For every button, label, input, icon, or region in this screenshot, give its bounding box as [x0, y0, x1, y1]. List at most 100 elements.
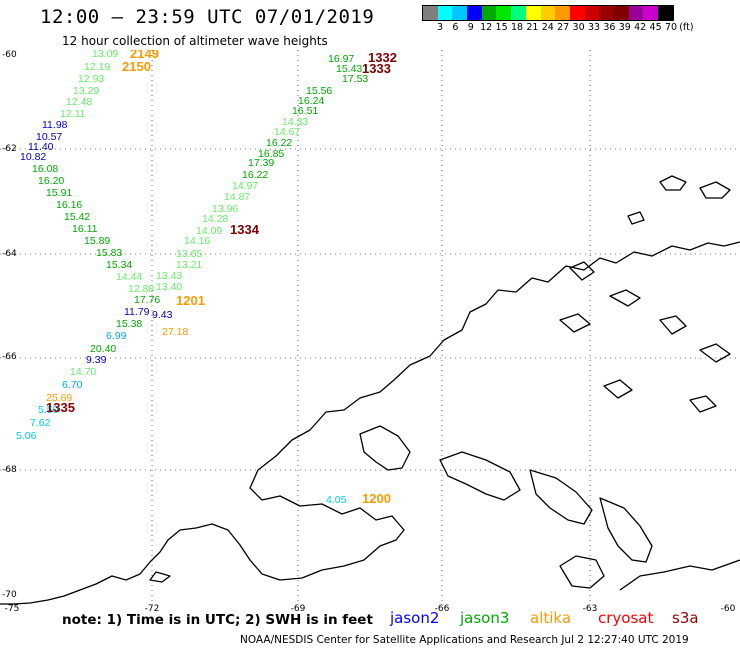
swh-label: 13.21 [176, 259, 202, 271]
swh-label: 14.09 [196, 225, 222, 237]
swh-label: 13.40 [156, 281, 182, 293]
swh-label: 15.38 [116, 318, 142, 330]
longitude-label: -60 [720, 604, 736, 614]
legend-swatch [613, 6, 629, 20]
swh-label: 16.16 [56, 199, 82, 211]
legend-swatch [525, 6, 541, 20]
latitude-label: -62 [2, 144, 17, 154]
latitude-label: -66 [2, 352, 17, 362]
longitude-label: -69 [290, 604, 306, 614]
color-scale-legend [422, 5, 674, 21]
legend-label: (ft) [679, 22, 694, 33]
swh-label: 13.43 [156, 270, 182, 282]
swh-label: 7.62 [30, 417, 51, 429]
longitude-label: -75 [4, 604, 20, 614]
swh-label: 14.44 [116, 271, 142, 283]
swh-label: 16.51 [292, 105, 318, 117]
legend-label: 9 [467, 22, 474, 33]
swh-label: 25.69 [46, 392, 72, 404]
legend-swatch [628, 6, 644, 20]
legend-label: 18 [510, 22, 524, 33]
swh-label: 13.96 [212, 203, 238, 215]
legend-label: 12 [480, 22, 493, 33]
swh-label: 14.28 [202, 213, 228, 225]
swh-label: 17.39 [248, 157, 274, 169]
legend-swatch [643, 6, 658, 20]
legend-swatch [452, 6, 468, 20]
legend-label: 27 [557, 22, 570, 33]
legend-label: 36 [603, 22, 616, 33]
swh-label: 6.99 [106, 330, 127, 342]
swh-label: 9.39 [86, 354, 107, 366]
credit-line: NOAA/NESDIS Center for Satellite Applica… [240, 634, 689, 646]
swh-label: 12.93 [78, 73, 104, 85]
swh-label: 4.05 [326, 494, 347, 506]
pass-time-label: 1334 [230, 222, 260, 237]
swh-label: 5.06 [16, 430, 37, 442]
swh-label: 16.24 [298, 95, 324, 107]
swh-label: 17.53 [342, 73, 368, 85]
legend-label: 6 [452, 22, 459, 33]
swh-label: 15.43 [336, 63, 362, 75]
swh-label: 16.20 [38, 175, 64, 187]
swh-label: 17.76 [134, 294, 160, 306]
swh-label: 14.67 [274, 126, 300, 138]
swh-label: 9.43 [152, 309, 173, 321]
swh-label: 12.11 [60, 108, 86, 120]
footer-note: note: 1) Time is in UTC; 2) SWH is in fe… [62, 612, 373, 628]
legend-label: 33 [587, 22, 601, 33]
altimeter-map: 13.0912.1912.9313.2912.4812.1111.9810.57… [0, 50, 740, 605]
legend-label: 3 [436, 22, 444, 33]
swh-label: 13.65 [176, 248, 202, 260]
legend-swatch [599, 6, 614, 20]
legend-label: 30 [572, 22, 585, 33]
legend-swatch [437, 6, 453, 20]
swh-label: 10.57 [36, 131, 62, 143]
satellite-legend-s3a: s3a [672, 609, 699, 627]
swh-label: 20.40 [90, 343, 116, 355]
swh-label: 15.34 [106, 259, 132, 271]
swh-label: 12.48 [66, 96, 92, 108]
map-title: 12:00 – 23:59 UTC 07/01/2019 [40, 6, 375, 28]
swh-label: 12.19 [84, 61, 110, 73]
legend-label: 45 [649, 22, 662, 33]
swh-label: 14.97 [232, 180, 258, 192]
pass-time-label: 1333 [362, 61, 391, 76]
legend-swatch [555, 6, 570, 20]
legend-swatch [658, 6, 673, 20]
swh-label: 11.98 [42, 119, 68, 131]
satellite-legend-altika: altika [530, 609, 572, 627]
swh-label: 16.85 [258, 148, 284, 160]
swh-label: 15.83 [96, 247, 122, 259]
longitude-label: -63 [582, 604, 598, 614]
longitude-label: -72 [144, 604, 160, 614]
legend-label: 24 [541, 22, 554, 33]
pass-time-label: 1200 [362, 491, 391, 506]
satellite-legend-cryosat: cryosat [598, 609, 654, 627]
longitude-label: -66 [434, 604, 450, 614]
legend-swatch [540, 6, 556, 20]
swh-label: 16.97 [328, 53, 354, 65]
legend-label: 21 [526, 22, 539, 33]
swh-label: 16.08 [32, 163, 58, 175]
swh-label: 12.88 [128, 283, 154, 295]
swh-label: 15.42 [64, 211, 90, 223]
swh-label: 16.11 [72, 223, 98, 235]
swh-label: 14.33 [282, 116, 308, 128]
swh-label: 13.09 [92, 50, 118, 60]
pass-time-label: 1201 [176, 293, 205, 308]
swh-label: 11.79 [124, 306, 150, 318]
legend-swatch [481, 6, 497, 20]
swh-label: 11.40 [28, 141, 54, 153]
swh-label: 16.22 [242, 169, 268, 181]
swh-label: 14.70 [70, 366, 96, 378]
legend-label: 39 [618, 22, 631, 33]
legend-label: 15 [495, 22, 508, 33]
swh-label: 15.89 [84, 235, 110, 247]
swh-label: 13.29 [73, 85, 99, 97]
pass-time-label: 2150 [122, 59, 151, 74]
swh-label: 14.16 [184, 235, 210, 247]
legend-swatch [467, 6, 482, 20]
swh-label: 27.18 [162, 326, 188, 338]
swh-label: 15.56 [306, 85, 332, 97]
